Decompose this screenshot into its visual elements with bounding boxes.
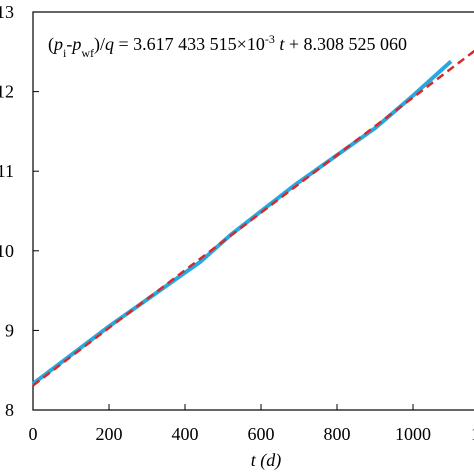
plot-frame [32,11,474,411]
x-tick-label: 1200 [471,424,474,444]
x-tick-label: 1000 [395,424,431,444]
annotation-part: q [105,34,114,54]
annotation-part: -3 [265,32,275,46]
annotation-part: p [70,34,81,54]
series-line [31,59,453,386]
annotation-part: i [63,46,67,60]
x-tick-label: 600 [248,424,275,444]
annotation-part: - [66,34,72,54]
x-tick-label: 400 [172,424,199,444]
x-tick-label: 800 [324,424,351,444]
x-axis-label: t (d) [251,450,282,471]
y-tick-label: 10 [0,241,14,261]
y-tick-label: 8 [5,400,14,420]
y-tick-label: 13 [0,2,14,22]
annotation-part: t [279,34,285,54]
annotation-part: p [52,34,63,54]
x-tick-label: 200 [96,424,123,444]
annotation-part: = 3.617 433 515×10 [114,34,265,54]
x-tick-label: 0 [29,424,38,444]
series-line [32,49,474,387]
annotation-part: wf [81,46,94,60]
annotation: (pi-pwf)/q = 3.617 433 515×10-3 t + 8.30… [48,32,407,60]
y-tick-label: 11 [0,161,14,181]
y-tick-label: 12 [0,82,14,102]
annotation-part: + 8.308 525 060 [284,34,407,54]
annotation-part: )/ [94,34,105,55]
annotation-part: ( [48,34,54,55]
y-tick-label: 9 [5,320,14,340]
